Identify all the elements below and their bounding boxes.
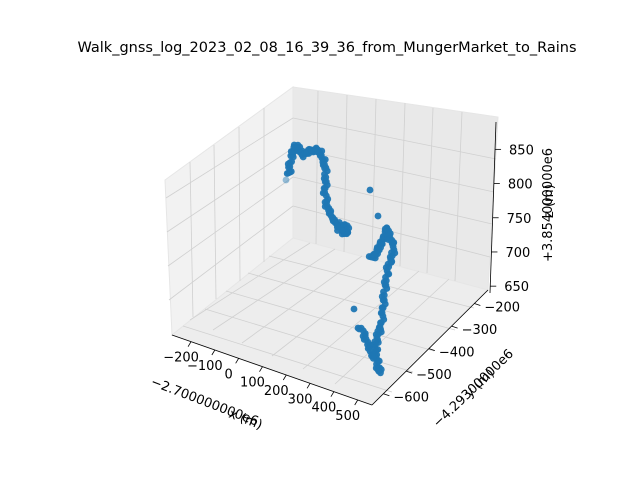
y-tick-label: −300 (462, 323, 498, 338)
x-tick-mark (330, 391, 335, 397)
x-tick-mark (354, 399, 359, 406)
x-tick-label: −200 (163, 351, 199, 366)
x-tick-label: 400 (311, 401, 336, 416)
y-tick-label: −500 (416, 368, 452, 383)
y-tick-label: −200 (484, 301, 520, 316)
y-tick-label: −600 (393, 391, 429, 406)
x-tick-mark (259, 366, 263, 372)
z-tick-label: 700 (505, 246, 530, 261)
x-tick-label: 200 (264, 384, 289, 399)
y-axis-line (371, 289, 489, 406)
chart-title: Walk_gnss_log_2023_02_08_16_39_36_from_M… (77, 40, 576, 56)
trajectory-points (282, 141, 399, 377)
data-point (350, 305, 358, 313)
x-axis-line (171, 334, 373, 406)
grid-lines (165, 90, 497, 393)
data-point (354, 324, 362, 332)
x-tick-mark (306, 383, 311, 389)
z-tick-label: 650 (504, 280, 529, 295)
data-point (333, 223, 341, 231)
data-point (282, 176, 290, 184)
z-tick-label: 850 (509, 143, 534, 158)
x-tick-mark (187, 341, 192, 347)
y-tick-label: −400 (439, 346, 475, 361)
data-point (374, 212, 382, 220)
y-tick-mark (405, 370, 413, 374)
x-tick-label: 500 (335, 409, 360, 424)
x-tick-label: 100 (240, 376, 265, 391)
data-point (366, 186, 374, 194)
y-tick-mark (428, 348, 435, 352)
x-tick-mark (235, 358, 240, 364)
z-axis-line (489, 121, 497, 294)
z-axis-offset-text: +3.854000000e6 (541, 148, 556, 262)
x-tick-mark (282, 374, 287, 381)
data-point (369, 354, 377, 362)
y-tick-mark (474, 303, 481, 306)
x-tick-label: −100 (187, 359, 223, 374)
x-tick-label: 0 (225, 367, 233, 382)
x-tick-label: 300 (288, 392, 313, 407)
z-axis-label: z (m) (542, 184, 557, 218)
x-tick-mark (211, 349, 216, 356)
z-tick-label: 800 (508, 178, 533, 193)
y-tick-mark (383, 393, 390, 397)
z-axis: 650 700 750 800 850 +3.854000000e6 z (m) (489, 121, 557, 295)
z-tick-label: 750 (507, 212, 532, 227)
y-tick-mark (451, 325, 458, 329)
data-point (377, 369, 384, 377)
